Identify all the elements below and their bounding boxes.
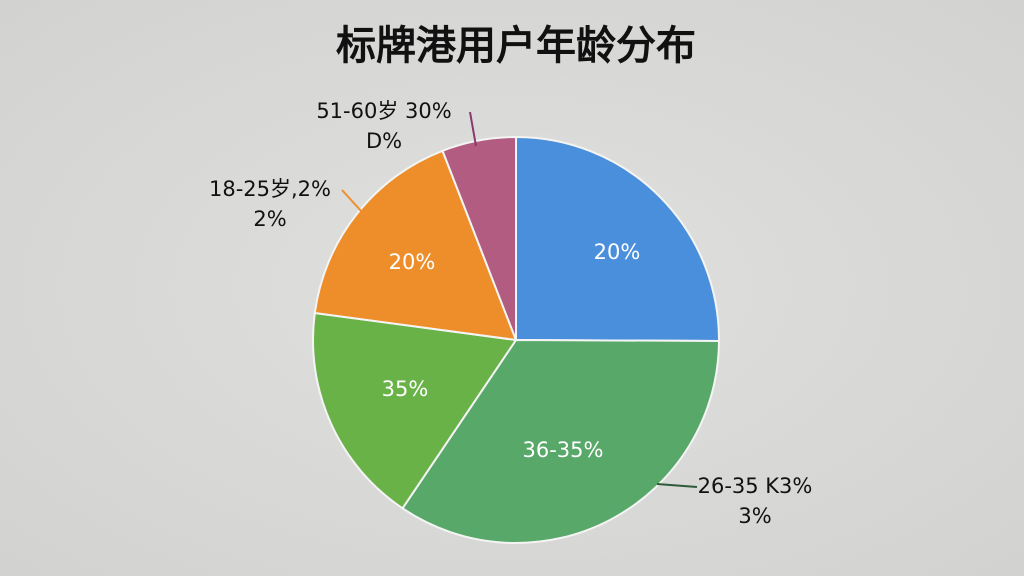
slice-label: 35% xyxy=(382,377,429,401)
callout-line xyxy=(469,111,477,147)
pie-slice xyxy=(313,149,518,342)
callout-line xyxy=(341,189,363,213)
pie-slice xyxy=(441,135,517,341)
callout-text: D% xyxy=(366,129,402,153)
pie-slice xyxy=(401,338,721,544)
callout-text: 18-25岁,2% xyxy=(209,177,331,201)
slice-label: 36-35% xyxy=(523,438,604,462)
slice-label: 20% xyxy=(594,240,641,264)
callout-text: 26-35 K3% xyxy=(698,474,813,498)
callout-line xyxy=(656,483,698,488)
pie-slice xyxy=(515,135,720,342)
slice-label: 20% xyxy=(389,250,436,274)
callout-text: 2% xyxy=(253,207,286,231)
callout-text: 51-60岁 30% xyxy=(316,99,451,123)
chart-title: 标牌港用户年龄分布 xyxy=(336,23,696,69)
callout-text: 3% xyxy=(738,504,771,528)
pie-slice xyxy=(312,311,518,510)
